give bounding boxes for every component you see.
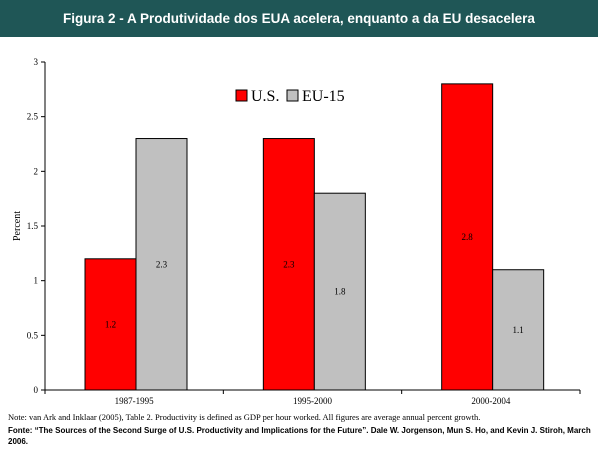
y-axis-label: Percent (12, 211, 23, 241)
data-label: 2.3 (156, 259, 168, 269)
bar-u-s- (262, 138, 315, 391)
legend-swatch (235, 89, 248, 102)
page-title: Figura 2 - A Produtividade dos EUA acele… (0, 0, 598, 37)
legend-label: U.S. (251, 88, 279, 105)
bar-eu-15 (492, 269, 545, 391)
legend-label: EU-15 (302, 88, 345, 105)
legend-swatch (286, 89, 299, 102)
y-tick-label: 3 (34, 57, 39, 67)
data-label: 1.2 (105, 319, 116, 329)
bar-eu-15 (313, 192, 366, 391)
y-tick-label: 0.5 (27, 330, 39, 340)
y-tick-label: 2 (34, 166, 39, 176)
bar-u-s- (441, 83, 494, 391)
data-label: 1.1 (513, 325, 524, 335)
y-tick-label: 2.5 (27, 112, 39, 122)
chart-note: Note: van Ark and Inklaar (2005), Table … (8, 412, 481, 422)
data-label: 2.8 (462, 232, 474, 242)
data-label: 2.3 (283, 259, 295, 269)
bar-eu-15 (135, 138, 188, 391)
data-label: 1.8 (334, 287, 346, 297)
y-tick-label: 1 (34, 276, 39, 286)
x-tick-label: 1995-2000 (293, 396, 332, 406)
x-tick-label: 1987-1995 (115, 396, 154, 406)
bar-chart: 0 0.5 1 1.5 2 2.5 3 Percent 1.2 2.3 1987-1995 2.3 1.… (12, 57, 581, 406)
source-citation: Fonte: “The Sources of the Second Surge … (8, 426, 591, 446)
y-tick-label: 0 (34, 385, 39, 395)
y-tick-label: 1.5 (27, 221, 39, 231)
x-tick-label: 2000-2004 (471, 396, 510, 406)
